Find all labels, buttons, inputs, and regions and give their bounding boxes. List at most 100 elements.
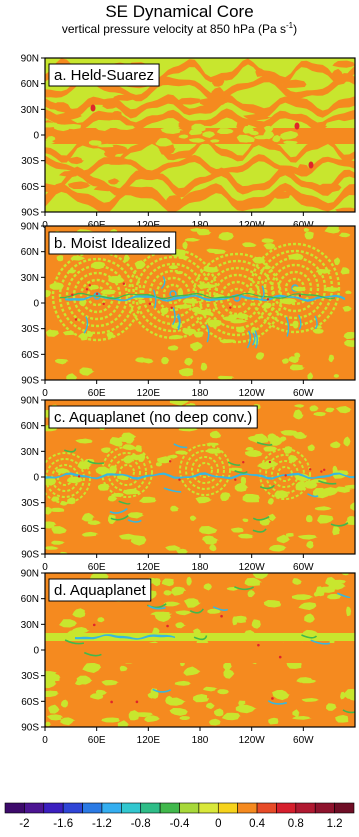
field-spot xyxy=(278,655,282,659)
field-blob xyxy=(203,266,220,273)
field-streak xyxy=(75,634,175,640)
field-streak xyxy=(285,316,290,337)
panel-label-box xyxy=(48,405,258,429)
field-spot xyxy=(88,284,91,287)
colorbar-label: -0.4 xyxy=(170,818,190,830)
subtitle-end: ) xyxy=(293,22,298,36)
field-band xyxy=(45,182,355,212)
field-blob xyxy=(66,476,84,484)
panel-label-text: c. Aquaplanet (no deep conv.) xyxy=(54,409,252,426)
colorbar-label: 0.8 xyxy=(288,818,304,830)
field-blob xyxy=(261,238,275,243)
field-blob xyxy=(111,111,123,120)
lon-tick-label: 180 xyxy=(192,735,209,746)
field-blob xyxy=(251,433,270,443)
lat-tick-label: 60S xyxy=(21,350,39,361)
field-blob xyxy=(199,526,218,535)
colorbar-label: 0 xyxy=(215,818,221,830)
field-spot xyxy=(323,468,326,472)
field-blob xyxy=(290,98,309,106)
field-streak xyxy=(172,307,176,326)
lat-tick-label: 60S xyxy=(21,182,39,193)
colorbar-swatch xyxy=(314,802,335,814)
field-ring xyxy=(185,450,225,490)
field-streak xyxy=(118,500,131,505)
colorbar-swatch xyxy=(295,802,316,814)
field-blob xyxy=(155,462,163,467)
field-blob xyxy=(335,207,355,212)
field-blob xyxy=(235,704,257,714)
field-blob xyxy=(152,627,160,635)
lat-tick-label: 60S xyxy=(21,524,39,535)
field-streak xyxy=(234,470,248,474)
field-blob xyxy=(245,446,254,451)
field-blob xyxy=(68,269,77,274)
field-blob xyxy=(209,718,221,726)
field-blob xyxy=(336,406,352,414)
field-spot xyxy=(234,478,237,481)
field-ring xyxy=(58,257,136,335)
field-streak xyxy=(65,294,345,302)
field-blob xyxy=(45,678,57,689)
field-blob xyxy=(220,492,231,501)
field-blob xyxy=(45,521,57,529)
field-spot xyxy=(102,302,105,306)
field-blob xyxy=(107,495,118,502)
map-panel: 90N60N30N030S60S90S060E120E180120W60Wa. … xyxy=(21,54,356,231)
field-spot xyxy=(320,470,323,473)
field-blob xyxy=(216,128,234,134)
field-blob xyxy=(157,456,171,464)
field-plot xyxy=(45,573,355,727)
field-blob xyxy=(193,694,210,703)
field-blob xyxy=(49,507,65,512)
colorbar-swatch xyxy=(237,802,258,814)
field-blob xyxy=(333,257,341,266)
field-blob xyxy=(332,465,338,474)
field-streak xyxy=(252,528,267,533)
field-blob xyxy=(327,593,342,600)
field-spot xyxy=(85,288,89,291)
field-streak xyxy=(310,639,331,645)
field-streak xyxy=(109,507,128,514)
field-band xyxy=(45,137,355,163)
lat-tick-label: 30N xyxy=(21,620,39,631)
field-blob xyxy=(324,226,341,234)
field-streak xyxy=(163,487,182,493)
field-streak xyxy=(173,443,188,449)
field-blob xyxy=(212,75,225,87)
field-blob xyxy=(206,248,220,254)
lat-tick-label: 0 xyxy=(33,299,39,310)
field-ring xyxy=(259,448,311,500)
field-blob xyxy=(102,98,122,109)
field-blob xyxy=(252,256,266,264)
field-blob xyxy=(175,271,183,275)
field-streak xyxy=(336,592,351,599)
lon-tick-label: 0 xyxy=(42,388,48,399)
field-blob xyxy=(287,253,304,260)
field-blob xyxy=(81,512,95,522)
field-blob xyxy=(242,493,260,503)
field-blob xyxy=(263,125,274,133)
field-blob xyxy=(108,276,125,284)
field-blob xyxy=(161,357,170,365)
field-blob xyxy=(81,531,99,537)
field-blob xyxy=(93,185,120,192)
field-blob xyxy=(234,482,249,492)
field-spot xyxy=(135,700,139,704)
field-blob xyxy=(174,680,191,686)
field-streak xyxy=(301,634,318,639)
field-blob xyxy=(234,615,247,623)
field-blob xyxy=(45,546,59,550)
field-blob xyxy=(188,129,203,136)
field-blob xyxy=(168,334,184,340)
field-blob xyxy=(343,436,351,447)
field-streak xyxy=(152,688,172,693)
field-blob xyxy=(156,138,172,147)
field-blob xyxy=(230,467,243,472)
colorbar-swatch xyxy=(82,802,103,814)
lat-tick-label: 30N xyxy=(21,105,39,116)
field-blob xyxy=(127,512,145,519)
field-blob xyxy=(244,577,262,586)
field-blob xyxy=(304,613,316,623)
